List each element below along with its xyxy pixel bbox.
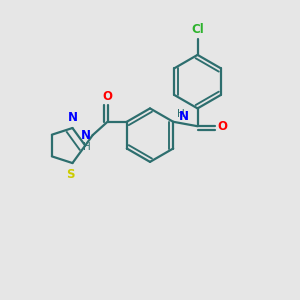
Text: N: N xyxy=(68,111,77,124)
Text: N: N xyxy=(179,110,189,122)
Text: N: N xyxy=(81,129,91,142)
Text: S: S xyxy=(66,167,74,181)
Text: O: O xyxy=(218,120,227,133)
Text: O: O xyxy=(103,90,112,103)
Text: Cl: Cl xyxy=(191,23,204,37)
Text: H: H xyxy=(83,142,91,152)
Text: H: H xyxy=(177,109,185,118)
